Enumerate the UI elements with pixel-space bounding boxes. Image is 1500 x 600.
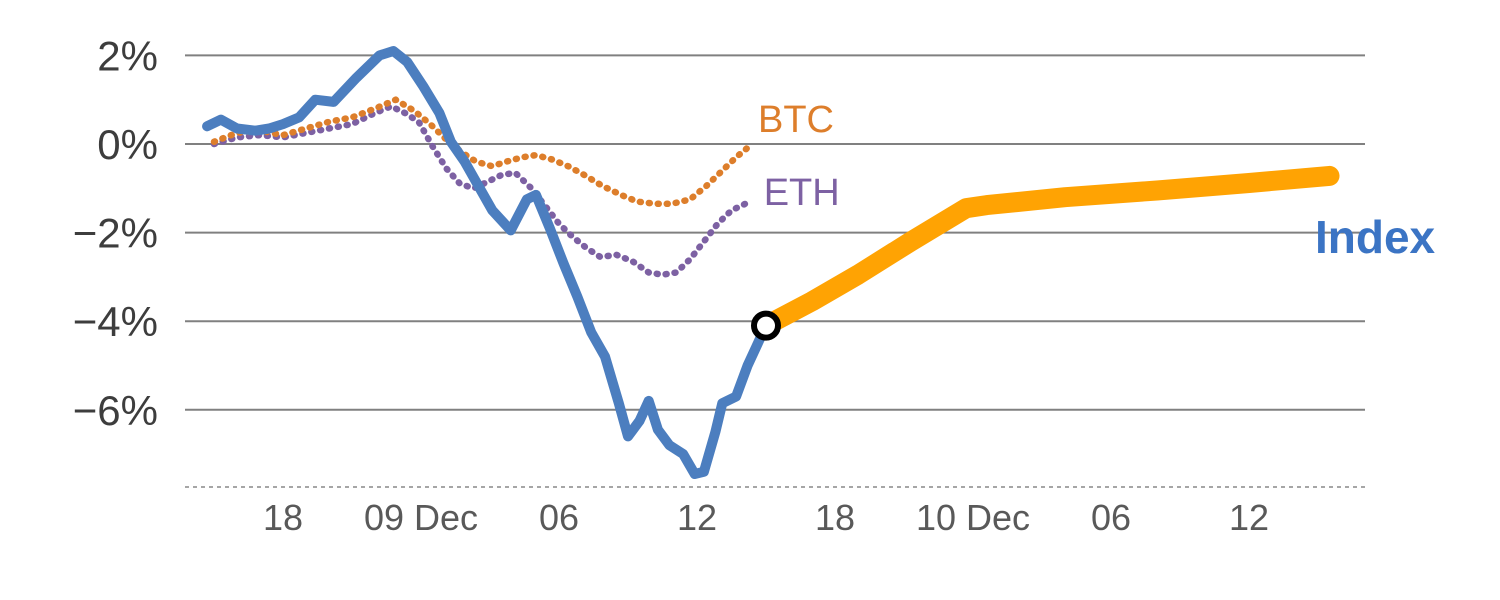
y-axis-label: 0% <box>97 121 158 168</box>
series-label-index: Index <box>1315 211 1436 263</box>
eth-line <box>210 103 749 278</box>
x-axis-label: 06 <box>539 497 579 538</box>
y-axis-label: 2% <box>97 32 158 79</box>
x-axis-label: 06 <box>1091 497 1131 538</box>
btc-line <box>210 96 756 208</box>
x-axis-label: 09 Dec <box>364 497 478 538</box>
index-forecast-line <box>756 165 1340 336</box>
y-axis-label: −2% <box>73 210 158 257</box>
series-label-eth: ETH <box>764 172 840 214</box>
series-label-btc: BTC <box>758 99 834 141</box>
x-axis-label: 12 <box>677 497 717 538</box>
x-axis-label: 18 <box>815 497 855 538</box>
x-axis-label: 10 Dec <box>916 497 1030 538</box>
forecast-start-marker <box>751 310 781 341</box>
index-line <box>202 46 771 479</box>
x-axis-label: 18 <box>263 497 303 538</box>
y-axis-label: −4% <box>73 298 158 345</box>
x-axis-label: 12 <box>1229 497 1269 538</box>
y-axis-label: −6% <box>73 387 158 434</box>
